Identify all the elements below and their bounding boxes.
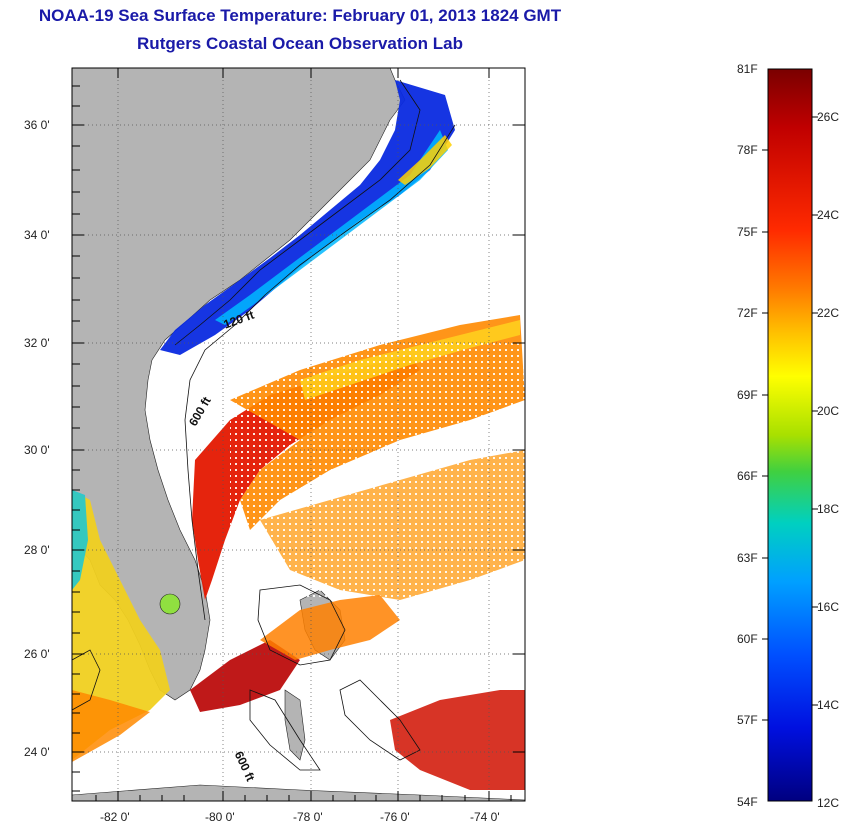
cb-f-57: 57F bbox=[737, 713, 758, 727]
lake-okeechobee bbox=[159, 593, 181, 615]
cb-f-69: 69F bbox=[737, 388, 758, 402]
lat-label-34: 34 0' bbox=[24, 228, 50, 242]
cb-c-12: 12C bbox=[817, 796, 840, 810]
sst-west-florida-orange bbox=[72, 690, 150, 762]
cb-f-63: 63F bbox=[737, 551, 758, 565]
lon-label-76: -76 0' bbox=[380, 810, 410, 824]
land-bahamas-2 bbox=[284, 689, 306, 761]
map-title: NOAA-19 Sea Surface Temperature: Februar… bbox=[38, 6, 562, 25]
cb-c-26: 26C bbox=[817, 110, 840, 124]
lat-label-26: 26 0' bbox=[24, 647, 50, 661]
lon-label-82: -82 0' bbox=[100, 810, 130, 824]
cb-f-81: 81F bbox=[737, 62, 758, 76]
cb-c-24: 24C bbox=[817, 208, 840, 222]
cb-c-14: 14C bbox=[817, 698, 840, 712]
sst-bahamas-orange bbox=[260, 595, 400, 660]
lat-label-30: 30 0' bbox=[24, 443, 50, 457]
sst-straits-red bbox=[190, 640, 300, 712]
cb-c-18: 18C bbox=[817, 502, 840, 516]
lat-ticks bbox=[72, 85, 525, 792]
contour-west-florida bbox=[72, 649, 101, 711]
map-subtitle: Rutgers Coastal Ocean Observation Lab bbox=[137, 34, 463, 53]
contour-bahamas-2 bbox=[249, 689, 321, 771]
sst-cold-coastal bbox=[160, 80, 455, 355]
contour-120ft bbox=[174, 79, 421, 346]
sst-west-florida-cyan bbox=[72, 490, 88, 590]
lon-ticks bbox=[95, 68, 512, 801]
cb-f-75: 75F bbox=[737, 225, 758, 239]
land-cuba bbox=[72, 784, 525, 801]
cb-f-54: 54F bbox=[737, 795, 758, 809]
lon-label-74: -74 0' bbox=[470, 810, 500, 824]
cloud-speckle bbox=[230, 340, 525, 600]
cb-c-20: 20C bbox=[817, 404, 840, 418]
contour-bahamas-3 bbox=[339, 679, 421, 761]
sst-west-florida bbox=[72, 490, 170, 760]
colorbar bbox=[767, 68, 813, 802]
cb-f-66: 66F bbox=[737, 469, 758, 483]
lat-label-24: 24 0' bbox=[24, 745, 50, 759]
colorbar-ticks bbox=[762, 116, 818, 721]
sst-cyan-band bbox=[215, 130, 448, 325]
lon-label-80: -80 0' bbox=[205, 810, 235, 824]
sst-bahamas-red bbox=[390, 690, 525, 790]
cb-f-78: 78F bbox=[737, 143, 758, 157]
cb-c-16: 16C bbox=[817, 600, 840, 614]
contour-bahamas bbox=[257, 584, 346, 666]
cb-c-22: 22C bbox=[817, 306, 840, 320]
lat-label-28: 28 0' bbox=[24, 543, 50, 557]
lon-label-78: -78 0' bbox=[293, 810, 323, 824]
contour-600ft bbox=[184, 124, 456, 621]
cb-f-60: 60F bbox=[737, 632, 758, 646]
map-frame bbox=[71, 67, 526, 802]
sst-yellow-shelf-edge bbox=[398, 135, 452, 185]
lat-label-32: 32 0' bbox=[24, 336, 50, 350]
cb-f-72: 72F bbox=[737, 306, 758, 320]
lat-label-36: 36 0' bbox=[24, 118, 50, 132]
